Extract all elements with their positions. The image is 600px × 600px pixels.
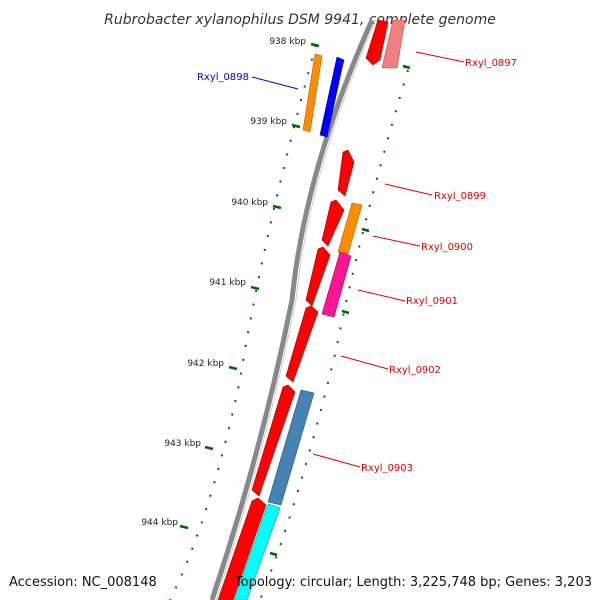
topology-text: Topology: circular; Length: 3,225,748 bp… bbox=[234, 575, 592, 590]
gene-feature-rxyl-0899[interactable] bbox=[337, 149, 355, 197]
gene-feature-rxyl-0900[interactable] bbox=[337, 202, 363, 255]
genome-backbone-highlight bbox=[215, 19, 377, 600]
tick-mark bbox=[179, 524, 189, 530]
gene-label-rxyl-0899[interactable]: Rxyl_0899 bbox=[434, 191, 486, 202]
gene-label-rxyl-0898[interactable]: Rxyl_0898 bbox=[197, 72, 249, 83]
scale-track-left bbox=[169, 44, 317, 600]
gene-feature-rxyl-0897-red[interactable] bbox=[365, 19, 389, 66]
map-title: Rubrobacter xylanophilus DSM 9941, compl… bbox=[104, 12, 496, 28]
gene-feature-red-944[interactable] bbox=[217, 497, 267, 600]
leader-line-rxyl-0900 bbox=[372, 235, 421, 247]
leader-line-rxyl-0902 bbox=[340, 355, 389, 370]
gene-feature-rxyl-0898[interactable] bbox=[319, 56, 345, 138]
tick-mark bbox=[291, 123, 301, 129]
accession-text: Accession: NC_008148 bbox=[9, 575, 157, 590]
leader-line-rxyl-0903 bbox=[312, 453, 361, 468]
tick-mark bbox=[341, 309, 350, 315]
gene-feature-rxyl-0902[interactable] bbox=[285, 305, 319, 383]
tick-label: 939 kbp bbox=[250, 117, 287, 127]
gene-label-rxyl-0897[interactable]: Rxyl_0897 bbox=[465, 58, 517, 69]
tick-mark bbox=[269, 551, 278, 557]
scale-track-right bbox=[259, 69, 409, 600]
leader-line-rxyl-0899 bbox=[384, 183, 433, 196]
tick-label: 941 kbp bbox=[209, 278, 246, 288]
accession-background bbox=[6, 572, 154, 592]
leader-line-rxyl-0897 bbox=[415, 51, 465, 63]
gene-feature-red-940[interactable] bbox=[321, 199, 345, 247]
topology-background bbox=[258, 572, 596, 592]
gene-feature-red-943[interactable] bbox=[251, 384, 296, 497]
tick-mark bbox=[250, 285, 260, 291]
leader-lines bbox=[251, 51, 465, 468]
gene-feature-red-941[interactable] bbox=[305, 246, 331, 307]
tick-label: 944 kbp bbox=[141, 518, 178, 528]
major-ticks bbox=[179, 42, 411, 557]
tick-mark bbox=[402, 64, 411, 70]
tick-mark bbox=[228, 365, 238, 371]
tick-label: 940 kbp bbox=[231, 198, 268, 208]
tick-mark bbox=[272, 204, 282, 210]
gene-label-rxyl-0903[interactable]: Rxyl_0903 bbox=[361, 463, 413, 474]
tick-mark bbox=[204, 445, 214, 451]
gene-feature-cyan-944[interactable] bbox=[233, 503, 281, 600]
gene-label-rxyl-0901[interactable]: Rxyl_0901 bbox=[406, 296, 458, 307]
tick-mark bbox=[361, 227, 370, 233]
tick-mark bbox=[310, 42, 320, 48]
gene-label-rxyl-0902[interactable]: Rxyl_0902 bbox=[389, 365, 441, 376]
leader-line-rxyl-0898 bbox=[251, 76, 299, 90]
leader-line-rxyl-0901 bbox=[357, 289, 406, 302]
gene-feature-rxyl-0903[interactable] bbox=[267, 389, 315, 506]
gene-label-rxyl-0900[interactable]: Rxyl_0900 bbox=[421, 242, 473, 253]
gene-feature-rxyl-0901[interactable] bbox=[321, 251, 352, 318]
genome-backbone bbox=[209, 18, 375, 600]
tick-label: 942 kbp bbox=[187, 359, 224, 369]
tick-label: 938 kbp bbox=[269, 37, 306, 47]
tick-label: 943 kbp bbox=[164, 439, 201, 449]
gene-feature-rxyl-0897[interactable] bbox=[381, 19, 406, 69]
gene-feature-rxyl-0898-orange[interactable] bbox=[302, 53, 323, 133]
